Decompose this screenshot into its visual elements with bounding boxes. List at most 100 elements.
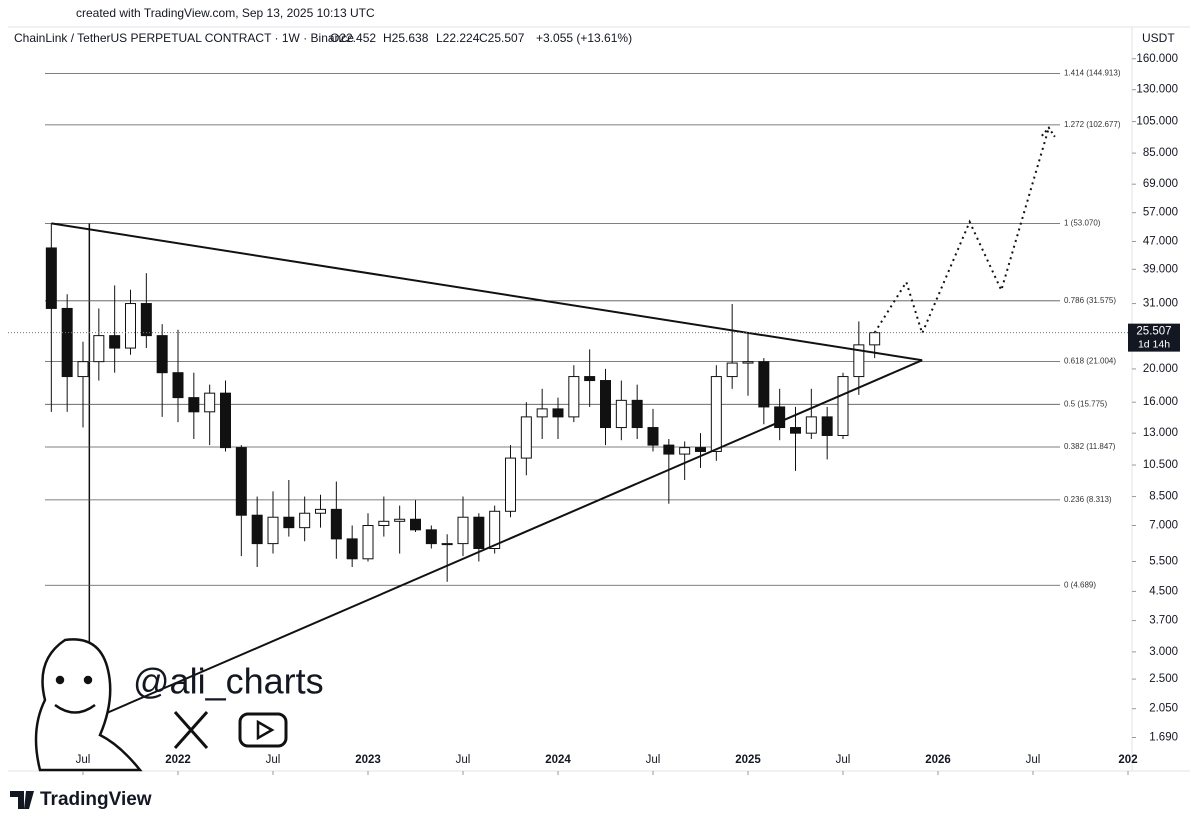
x-tick-label: 2024 bbox=[545, 754, 571, 766]
candle-body bbox=[631, 399, 643, 429]
candle-body bbox=[600, 380, 611, 429]
candle-body bbox=[774, 406, 786, 429]
x-tick-label: Jul bbox=[456, 754, 471, 766]
candle-body bbox=[663, 444, 675, 455]
candle-body bbox=[742, 361, 754, 364]
candle-body bbox=[125, 303, 136, 349]
x-tick-label: Jul bbox=[76, 754, 91, 766]
projection-arrow bbox=[1041, 126, 1056, 138]
candle-body bbox=[520, 416, 532, 459]
x-tick-label: 2022 bbox=[165, 754, 191, 766]
candle-body bbox=[330, 508, 342, 540]
fib-label: 0.5 (15.775) bbox=[1064, 399, 1107, 408]
candle-body bbox=[584, 376, 596, 382]
y-tick-label: 3.700 bbox=[1149, 615, 1178, 627]
y-tick-label: 13.000 bbox=[1143, 427, 1178, 439]
candle-body bbox=[790, 427, 801, 434]
brand-logo bbox=[10, 791, 34, 809]
candle-body bbox=[410, 518, 421, 531]
candle-body bbox=[346, 538, 358, 560]
y-tick-label: 20.000 bbox=[1143, 363, 1178, 375]
y-tick-label: 85.000 bbox=[1143, 147, 1178, 159]
candle-body bbox=[140, 303, 152, 337]
candle-body bbox=[679, 447, 691, 455]
candle-body bbox=[251, 514, 263, 545]
candle-body bbox=[61, 307, 73, 378]
fib-label: 0.786 (31.575) bbox=[1064, 296, 1116, 305]
symbol: ChainLink / TetherUS PERPETUAL CONTRACT … bbox=[14, 31, 354, 45]
fib-label: 1.414 (144.913) bbox=[1064, 69, 1121, 78]
plot-area bbox=[8, 73, 1130, 771]
y-tick-label: 2.500 bbox=[1149, 673, 1178, 685]
candle-body bbox=[235, 447, 247, 516]
brand: TradingView bbox=[40, 789, 152, 810]
x-tick-label: 202 bbox=[1118, 754, 1137, 766]
candle-body bbox=[77, 361, 89, 378]
candle-body bbox=[45, 247, 57, 309]
change: +3.055 (+13.61%) bbox=[536, 31, 632, 45]
fib-label: 0 (4.689) bbox=[1064, 580, 1096, 589]
x-tick-label: 2026 bbox=[925, 754, 951, 766]
candle-body bbox=[188, 397, 200, 413]
projection bbox=[873, 127, 1050, 337]
candle-body bbox=[457, 516, 469, 545]
candle-body bbox=[425, 529, 437, 545]
countdown-label: 1d 14h bbox=[1138, 338, 1170, 350]
y-tick-label: 160.000 bbox=[1136, 53, 1178, 65]
currency: USDT bbox=[1142, 31, 1175, 45]
fib-label: 1.272 (102.677) bbox=[1064, 120, 1121, 129]
candle-body bbox=[473, 516, 485, 550]
y-tick-label: 8.500 bbox=[1149, 491, 1178, 503]
y-tick-label: 4.500 bbox=[1149, 585, 1178, 597]
last-price-label: 25.507 bbox=[1136, 326, 1171, 338]
y-tick-label: 57.000 bbox=[1143, 207, 1178, 219]
y-tick-label: 7.000 bbox=[1149, 520, 1178, 532]
x-tick-label: Jul bbox=[646, 754, 661, 766]
candle-body bbox=[758, 361, 770, 408]
x-icon bbox=[173, 711, 209, 749]
candle-body bbox=[283, 516, 295, 529]
fib-label: 1 (53.070) bbox=[1064, 218, 1101, 227]
candle-body bbox=[552, 408, 564, 418]
candle-body bbox=[156, 335, 168, 374]
x-tick-label: 2023 bbox=[355, 754, 381, 766]
candle-body bbox=[505, 457, 516, 512]
candle-body bbox=[172, 372, 184, 399]
y-tick-label: 105.000 bbox=[1136, 116, 1178, 128]
y-tick-label: 47.000 bbox=[1143, 235, 1178, 247]
candle-body bbox=[362, 525, 374, 560]
candle-body bbox=[267, 516, 279, 545]
y-tick-label: 1.690 bbox=[1149, 732, 1178, 744]
avatar bbox=[34, 638, 143, 772]
x-tick-label: 2025 bbox=[735, 754, 761, 766]
fib-label: 0.236 (8.313) bbox=[1064, 495, 1112, 504]
candle-body bbox=[726, 362, 738, 378]
last-price-box bbox=[1128, 323, 1180, 352]
candle-body bbox=[805, 416, 817, 434]
candle-body bbox=[204, 392, 216, 413]
fib-label: 0.618 (21.004) bbox=[1064, 357, 1116, 366]
candle-body bbox=[536, 408, 548, 418]
candle-body bbox=[568, 376, 580, 418]
candle-body bbox=[299, 512, 311, 529]
ohlc-close: C25.507 bbox=[479, 31, 525, 45]
candle-body bbox=[710, 376, 722, 452]
y-tick-label: 69.000 bbox=[1143, 178, 1178, 190]
ohlc-high: H25.638 bbox=[383, 31, 429, 45]
candle-body bbox=[441, 543, 453, 546]
trendline bbox=[51, 222, 923, 362]
y-tick-label: 16.000 bbox=[1143, 396, 1178, 408]
candle-body bbox=[853, 344, 865, 378]
created-note: created with TradingView.com, Sep 13, 20… bbox=[76, 6, 375, 20]
candle-body bbox=[378, 520, 390, 527]
ohlc-low: L22.224 bbox=[436, 31, 480, 45]
fib-label: 0.382 (11.847) bbox=[1064, 442, 1116, 451]
y-tick-label: 3.000 bbox=[1149, 646, 1178, 658]
ohlc-open: O22.452 bbox=[330, 31, 376, 45]
candle-body bbox=[109, 335, 121, 349]
x-tick-label: Jul bbox=[836, 754, 851, 766]
y-tick-label: 2.050 bbox=[1149, 703, 1178, 715]
y-tick-label: 10.500 bbox=[1143, 459, 1178, 471]
candle-body bbox=[821, 416, 833, 436]
candle-body bbox=[615, 399, 627, 429]
